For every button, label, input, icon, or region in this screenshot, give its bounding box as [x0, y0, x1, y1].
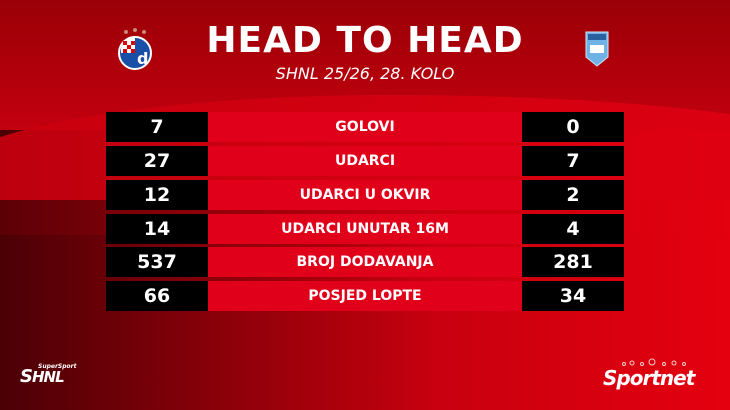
- stat-label: GOLOVI: [335, 119, 395, 135]
- sportnet-logo: Sportnet: [603, 366, 695, 390]
- away-value: 34: [522, 281, 624, 311]
- away-value: 7: [522, 146, 624, 176]
- stat-row: 66 POSJED LOPTE 34: [106, 281, 624, 311]
- stat-row: 14 UDARCI UNUTAR 16M 4: [106, 214, 624, 244]
- home-value: 537: [106, 247, 208, 277]
- home-crest-icon: d: [118, 28, 152, 70]
- home-value: 7: [106, 112, 208, 142]
- page-subtitle: SHNL 25/26, 28. KOLO: [275, 64, 455, 83]
- svg-text:d: d: [137, 49, 148, 68]
- stat-row: 7 GOLOVI 0: [106, 112, 624, 142]
- stat-row: 12 UDARCI U OKVIR 2: [106, 180, 624, 210]
- home-value: 27: [106, 146, 208, 176]
- sportnet-dots-icon: [622, 358, 686, 366]
- home-value: 66: [106, 281, 208, 311]
- stat-label: UDARCI U OKVIR: [299, 187, 431, 203]
- away-value: 281: [522, 247, 624, 277]
- away-crest-icon: [585, 31, 609, 67]
- stat-label: POSJED LOPTE: [308, 288, 422, 304]
- stat-row: 537 BROJ DODAVANJA 281: [106, 247, 624, 277]
- away-value: 4: [522, 214, 624, 244]
- stat-label: BROJ DODAVANJA: [296, 254, 434, 270]
- home-value: 12: [106, 180, 208, 210]
- home-value: 14: [106, 214, 208, 244]
- stat-label: UDARCI: [334, 153, 396, 169]
- stat-row: 27 UDARCI 7: [106, 146, 624, 176]
- page-title: HEAD TO HEAD: [206, 20, 524, 61]
- stat-label: UDARCI UNUTAR 16M: [281, 221, 449, 237]
- shnl-logo: SHNL SuperSport: [20, 363, 77, 387]
- away-value: 0: [522, 112, 624, 142]
- away-value: 2: [522, 180, 624, 210]
